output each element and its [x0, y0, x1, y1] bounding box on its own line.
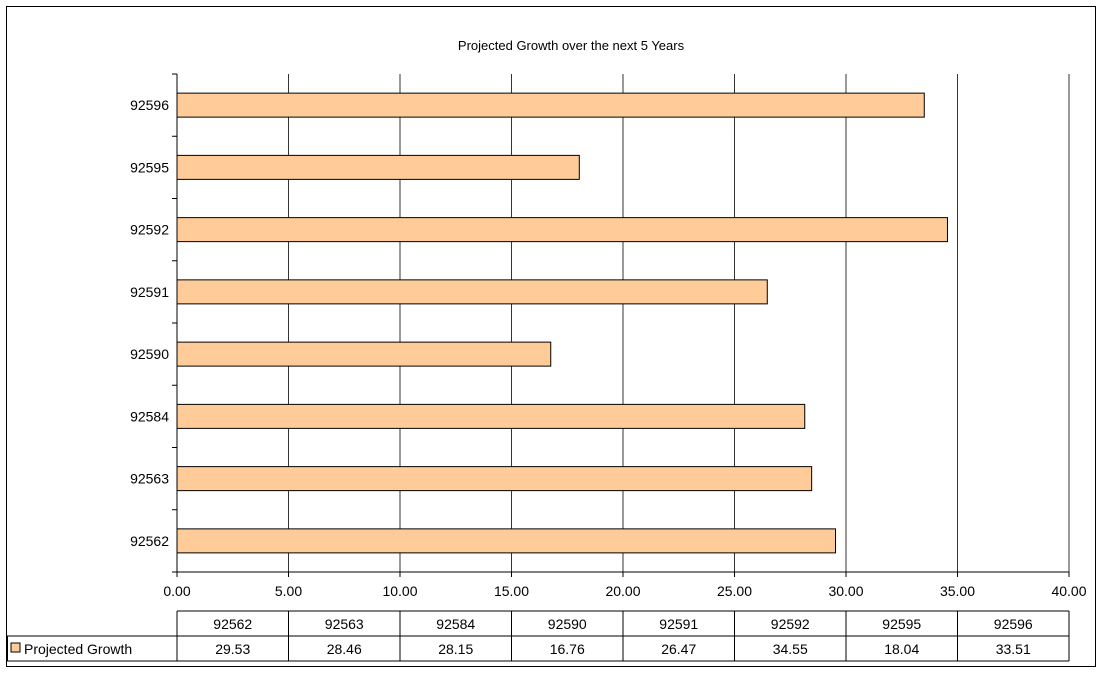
y-tick-label: 92563 — [130, 471, 169, 487]
y-tick-label: 92595 — [130, 159, 169, 175]
y-tick-label: 92562 — [130, 533, 169, 549]
x-tick-label: 10.00 — [382, 583, 417, 599]
chart-frame: Projected Growth over the next 5 Years 0… — [6, 6, 1096, 667]
table-category-cell: 92596 — [994, 616, 1033, 632]
table-category-cell: 92595 — [882, 616, 921, 632]
table-value-cell: 26.47 — [661, 641, 696, 657]
table-category-cell: 92562 — [213, 616, 252, 632]
bar — [176, 466, 813, 492]
table-category-cell: 92590 — [548, 616, 587, 632]
table-value-cell: 33.51 — [996, 641, 1031, 657]
table-value-cell: 16.76 — [550, 641, 585, 657]
bar — [176, 217, 948, 243]
y-tick-label: 92590 — [130, 346, 169, 362]
y-tick-label: 92596 — [130, 97, 169, 113]
bar — [176, 403, 806, 429]
table-category-cell: 92563 — [325, 616, 364, 632]
table-category-cell: 92592 — [771, 616, 810, 632]
data-table: 92562 29.53 92563 28.46 92584 28.15 92590 16.76… — [7, 610, 1070, 662]
x-tick-label: 15.00 — [494, 583, 529, 599]
x-tick-label: 20.00 — [605, 583, 640, 599]
x-tick-label: 25.00 — [717, 583, 752, 599]
bar — [176, 279, 768, 305]
grid-lines — [288, 74, 1070, 572]
x-tick-label: 30.00 — [828, 583, 863, 599]
x-tick-label: 35.00 — [940, 583, 975, 599]
chart-title: Projected Growth over the next 5 Years — [458, 38, 685, 53]
bars — [176, 92, 948, 554]
table-value-cell: 29.53 — [215, 641, 250, 657]
bar — [176, 528, 837, 554]
y-tick-label: 92584 — [130, 408, 169, 424]
table-value-cell: 18.04 — [884, 641, 919, 657]
x-tick-label: 5.00 — [275, 583, 302, 599]
legend-swatch — [10, 642, 21, 653]
chart-svg: Projected Growth over the next 5 Years 0… — [7, 38, 1087, 662]
x-tick-label: 0.00 — [163, 583, 190, 599]
axes: 0.00 5.00 10.00 15.00 20.00 25.00 30.00 35.00 40… — [130, 73, 1087, 599]
table-value-cell: 34.55 — [773, 641, 808, 657]
table-category-cell: 92591 — [659, 616, 698, 632]
bar — [176, 341, 552, 367]
table-value-cell: 28.46 — [327, 641, 362, 657]
y-tick-label: 92592 — [130, 222, 169, 238]
bar — [176, 92, 925, 118]
x-tick-label: 40.00 — [1051, 583, 1086, 599]
bar — [176, 154, 580, 180]
table-category-cell: 92584 — [436, 616, 475, 632]
legend-label: Projected Growth — [24, 641, 132, 657]
y-tick-label: 92591 — [130, 284, 169, 300]
table-value-cell: 28.15 — [438, 641, 473, 657]
